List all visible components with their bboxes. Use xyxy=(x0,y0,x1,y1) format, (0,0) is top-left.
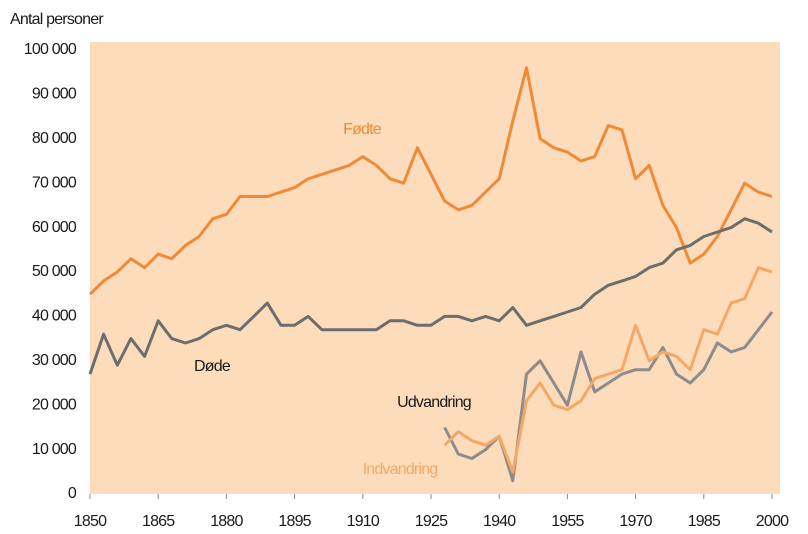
x-tick-label: 1850 xyxy=(74,513,107,530)
x-tick-label: 1970 xyxy=(619,513,652,530)
x-tick-label: 1895 xyxy=(278,513,311,530)
series-line xyxy=(88,217,773,375)
x-tick-label: 1910 xyxy=(347,513,380,530)
y-tick-label: 70 000 xyxy=(32,174,77,191)
y-tick-label: 50 000 xyxy=(32,263,77,280)
series-line xyxy=(88,66,773,296)
y-tick-label: 20 000 xyxy=(32,396,77,413)
x-tick-label: 1940 xyxy=(483,513,516,530)
x-tick-label: 1925 xyxy=(415,513,448,530)
y-tick-label: 60 000 xyxy=(32,219,77,236)
series-line xyxy=(443,266,773,474)
x-tick-label: 1955 xyxy=(551,513,584,530)
plot-background xyxy=(90,42,780,494)
series-label: Indvandring xyxy=(363,461,438,478)
y-tick-label: 90 000 xyxy=(32,86,77,103)
y-tick-label: 80 000 xyxy=(32,130,77,147)
x-tick-label: 1880 xyxy=(210,513,243,530)
x-tick-label: 1865 xyxy=(142,513,175,530)
series-label: Fødte xyxy=(343,121,382,138)
x-tick-label: 2000 xyxy=(756,513,789,530)
y-axis-label: Antal personer xyxy=(10,11,104,28)
x-tick-label: 1985 xyxy=(688,513,721,530)
y-tick-label: 40 000 xyxy=(32,308,77,325)
y-tick-label: 30 000 xyxy=(32,352,77,369)
series-label: Udvandring xyxy=(397,394,471,411)
series-label: Døde xyxy=(194,358,231,375)
y-tick-label: 0 xyxy=(68,485,77,502)
y-tick-label: 10 000 xyxy=(32,441,77,458)
y-tick-label: 100 000 xyxy=(24,41,77,58)
